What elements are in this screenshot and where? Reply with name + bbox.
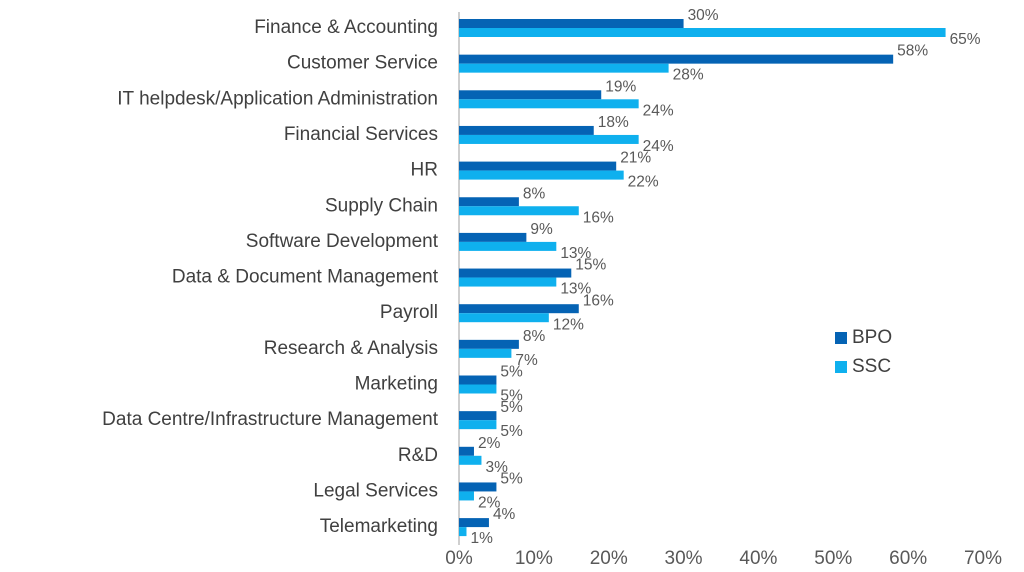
x-tick-label: 20% [590, 548, 628, 569]
value-label: 22% [628, 174, 659, 191]
bar [459, 161, 617, 171]
bar [459, 455, 482, 465]
category-label: Research & Analysis [264, 338, 438, 359]
value-label: 5% [500, 399, 523, 416]
category-label: Customer Service [287, 53, 438, 74]
value-label: 28% [673, 67, 704, 84]
value-label: 30% [688, 7, 719, 24]
category-label: Marketing [355, 374, 438, 395]
category-label: IT helpdesk/Application Administration [117, 88, 438, 109]
bar [459, 518, 489, 528]
x-tick-label: 70% [964, 548, 1002, 569]
legend-swatch [835, 332, 847, 344]
value-label: 24% [643, 138, 674, 155]
value-label: 65% [950, 31, 981, 48]
bar [459, 134, 639, 144]
value-label: 19% [605, 78, 636, 95]
x-tick-label: 60% [889, 548, 927, 569]
category-label: Data Centre/Infrastructure Management [102, 409, 439, 430]
value-label: 24% [643, 102, 674, 119]
value-label: 18% [598, 114, 629, 131]
value-label: 8% [523, 328, 546, 345]
value-label: 1% [470, 530, 493, 547]
bar [459, 491, 474, 501]
value-label: 16% [583, 209, 614, 226]
bar [459, 28, 946, 37]
value-label: 13% [560, 281, 591, 298]
value-label: 2% [478, 495, 501, 512]
x-tick-label: 50% [814, 548, 852, 569]
bar [459, 446, 474, 456]
bar [459, 527, 467, 537]
category-label: Software Development [246, 231, 439, 252]
bar [459, 304, 579, 314]
category-label: Legal Services [313, 480, 438, 501]
value-label: 5% [500, 388, 523, 405]
category-label: HR [411, 160, 438, 181]
bar [459, 170, 624, 180]
value-label: 5% [500, 364, 523, 381]
bar [459, 197, 519, 207]
value-label: 7% [515, 352, 538, 369]
x-tick-label: 0% [445, 548, 473, 569]
value-label: 9% [530, 221, 553, 238]
value-label: 16% [583, 292, 614, 309]
bar [459, 90, 602, 100]
bar [459, 277, 557, 287]
value-label: 12% [553, 316, 584, 333]
legend-label: SSC [852, 356, 891, 377]
bar [459, 375, 497, 385]
category-label: Supply Chain [325, 195, 438, 216]
value-label: 2% [478, 435, 501, 452]
category-label: Finance & Accounting [254, 17, 438, 38]
bar [459, 313, 549, 323]
value-label: 5% [500, 423, 523, 440]
value-label: 21% [620, 150, 651, 167]
x-tick-label: 30% [665, 548, 703, 569]
value-label: 58% [897, 43, 928, 60]
value-label: 3% [485, 459, 508, 476]
bar [459, 125, 594, 135]
value-label: 13% [560, 245, 591, 262]
bar [459, 63, 669, 73]
x-tick-label: 40% [739, 548, 777, 569]
legend-swatch [835, 361, 847, 373]
bar [459, 19, 684, 28]
bar [459, 241, 557, 251]
value-label: 5% [500, 471, 523, 488]
bar [459, 411, 497, 421]
bar [459, 232, 527, 242]
category-label: Telemarketing [320, 516, 438, 537]
bar [459, 420, 497, 430]
bar [459, 482, 497, 492]
bar [459, 339, 519, 349]
value-label: 8% [523, 185, 546, 202]
value-label: 4% [493, 506, 516, 523]
legend-label: BPO [852, 327, 892, 348]
bar [459, 384, 497, 394]
value-label: 15% [575, 257, 606, 274]
bar [459, 206, 579, 216]
category-label: Payroll [380, 302, 438, 323]
bar [459, 99, 639, 109]
category-label: Data & Document Management [172, 267, 439, 288]
bar [459, 54, 894, 64]
bar [459, 348, 512, 358]
category-label: R&D [398, 445, 438, 466]
bar [459, 268, 572, 278]
x-tick-label: 10% [515, 548, 553, 569]
category-label: Financial Services [284, 124, 438, 145]
